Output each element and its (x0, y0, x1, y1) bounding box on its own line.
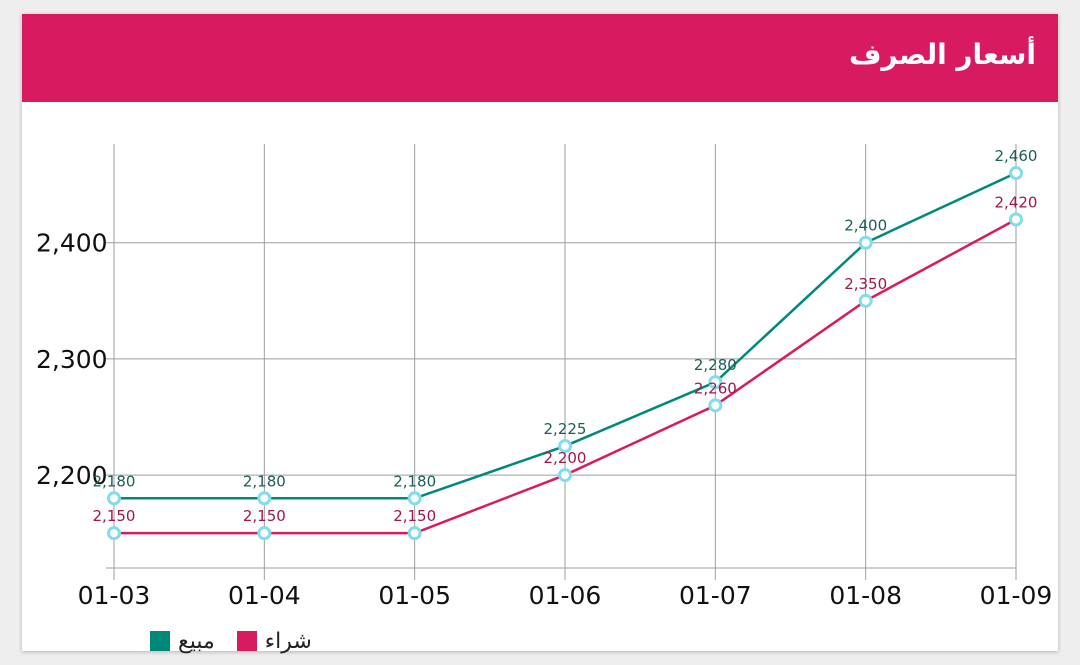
buy-data-label: 2,200 (544, 449, 587, 467)
buy-point (558, 468, 572, 483)
sell-point (257, 491, 272, 506)
legend-item-sell[interactable]: مبيع (150, 629, 215, 654)
buy-data-label: 2,420 (995, 194, 1038, 212)
y-tick-label: 2,300 (36, 345, 108, 374)
x-tick-label: 01-05 (378, 581, 451, 610)
sell-data-label: 2,280 (694, 356, 737, 374)
sell-point (107, 491, 121, 506)
buy-point (1009, 212, 1023, 227)
legend-label-sell: مبيع (178, 628, 215, 654)
x-tick-label: 01-09 (980, 581, 1053, 610)
buy-point (257, 526, 272, 541)
buy-point (107, 526, 121, 541)
sell-point (1009, 166, 1023, 181)
exchange-rates-card: أسعار الصرف 2,200 2,300 2,400 01-03 01-04 01-… (22, 14, 1058, 654)
buy-data-label: 2,260 (694, 379, 737, 397)
card-title: أسعار الصرف (849, 38, 1036, 71)
buy-data-label: 2,350 (844, 275, 887, 293)
buy-data-label: 2,150 (243, 507, 286, 525)
legend-label-buy: شراء (264, 628, 312, 654)
legend-swatch-buy (236, 631, 257, 651)
buy-data-label: 2,150 (393, 507, 436, 525)
exchange-rate-chart: 2,200 2,300 2,400 01-03 01-04 01-05 01-06 01-07… (36, 144, 1053, 610)
sell-data-label: 2,180 (393, 472, 436, 490)
y-tick-label: 2,200 (36, 461, 108, 490)
sell-point (858, 235, 873, 250)
chart-legend: مبيع شراء (150, 626, 334, 656)
sell-point (708, 375, 723, 390)
sell-data-label: 2,180 (243, 472, 286, 490)
sell-data-label: 2,225 (544, 420, 587, 438)
legend-item-buy[interactable]: شراء (236, 628, 312, 654)
buy-point (407, 526, 422, 541)
x-tick-label: 01-08 (829, 581, 902, 610)
card-header: أسعار الصرف (22, 14, 1058, 102)
x-tick-label: 01-04 (228, 581, 301, 610)
buy-point (858, 293, 873, 308)
x-tick-label: 01-07 (679, 581, 752, 610)
sell-data-label: 2,400 (844, 217, 887, 235)
x-tick-label: 01-06 (529, 581, 602, 610)
x-tick-label: 01-03 (78, 581, 151, 610)
sell-point (407, 491, 422, 506)
buy-point (708, 398, 723, 413)
sell-data-label: 2,180 (93, 472, 136, 490)
y-tick-label: 2,400 (36, 229, 108, 258)
legend-swatch-sell (150, 631, 170, 651)
buy-data-label: 2,150 (93, 507, 136, 525)
sell-point (558, 439, 572, 454)
sell-data-label: 2,460 (995, 147, 1038, 165)
